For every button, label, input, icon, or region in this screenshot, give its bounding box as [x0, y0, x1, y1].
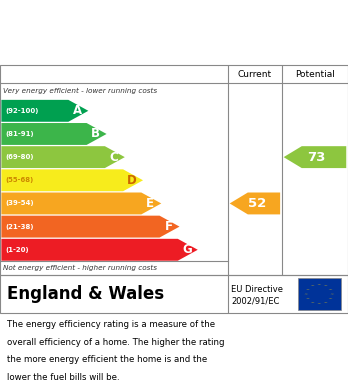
Text: Potential: Potential	[295, 70, 335, 79]
Text: D: D	[127, 174, 137, 187]
Polygon shape	[310, 285, 315, 286]
Polygon shape	[310, 302, 315, 303]
Text: 52: 52	[247, 197, 266, 210]
Text: The energy efficiency rating is a measure of the: The energy efficiency rating is a measur…	[7, 320, 215, 329]
Text: the more energy efficient the home is and the: the more energy efficient the home is an…	[7, 355, 207, 364]
Bar	[298, 278, 341, 310]
Polygon shape	[1, 100, 88, 122]
Polygon shape	[1, 216, 180, 238]
Text: (21-38): (21-38)	[6, 224, 34, 230]
Text: (92-100): (92-100)	[6, 108, 39, 114]
Polygon shape	[1, 239, 198, 261]
Text: 2002/91/EC: 2002/91/EC	[231, 296, 280, 305]
Text: Current: Current	[238, 70, 272, 79]
Polygon shape	[317, 303, 322, 304]
Text: F: F	[165, 220, 173, 233]
Text: (55-68): (55-68)	[6, 177, 34, 183]
Polygon shape	[1, 123, 106, 145]
Text: E: E	[146, 197, 154, 210]
Text: (1-20): (1-20)	[6, 247, 29, 253]
Polygon shape	[324, 302, 328, 303]
Text: overall efficiency of a home. The higher the rating: overall efficiency of a home. The higher…	[7, 337, 224, 347]
Polygon shape	[284, 146, 346, 168]
Polygon shape	[317, 284, 322, 285]
Text: (69-80): (69-80)	[6, 154, 34, 160]
Text: (81-91): (81-91)	[6, 131, 34, 137]
Text: G: G	[182, 243, 192, 256]
Polygon shape	[1, 146, 125, 168]
Polygon shape	[324, 285, 328, 286]
Text: Energy Efficiency Rating: Energy Efficiency Rating	[7, 41, 228, 57]
Text: England & Wales: England & Wales	[7, 285, 164, 303]
Text: 73: 73	[308, 151, 326, 163]
Polygon shape	[1, 169, 143, 191]
Polygon shape	[230, 192, 280, 214]
Text: lower the fuel bills will be.: lower the fuel bills will be.	[7, 373, 120, 382]
Text: C: C	[110, 151, 118, 163]
Text: Not energy efficient - higher running costs: Not energy efficient - higher running co…	[3, 265, 158, 271]
Polygon shape	[1, 192, 161, 214]
Text: B: B	[91, 127, 100, 140]
Text: EU Directive: EU Directive	[231, 285, 283, 294]
Text: (39-54): (39-54)	[6, 201, 34, 206]
Text: A: A	[73, 104, 82, 117]
Text: Very energy efficient - lower running costs: Very energy efficient - lower running co…	[3, 88, 158, 94]
